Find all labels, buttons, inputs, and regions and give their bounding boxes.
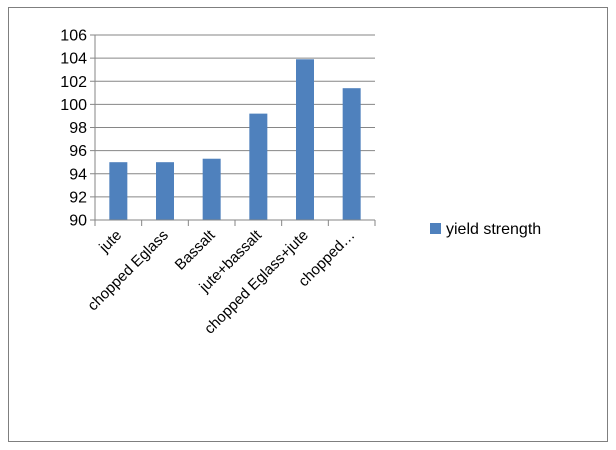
y-tick-label: 102 — [60, 74, 87, 91]
y-tick-label: 96 — [69, 143, 87, 160]
legend-swatch — [430, 223, 441, 234]
y-tick-label: 94 — [69, 166, 87, 183]
legend: yield strength — [430, 221, 541, 238]
bar — [202, 158, 221, 220]
y-tick-label: 104 — [60, 51, 87, 68]
bar — [109, 162, 128, 220]
x-tick-label: jute — [95, 227, 125, 257]
bar — [342, 88, 361, 220]
y-tick-label: 92 — [69, 189, 87, 206]
bar — [296, 59, 314, 220]
bars — [109, 59, 361, 220]
y-tick-label: 100 — [60, 97, 87, 114]
bar — [249, 113, 268, 220]
y-tick-labels: 90 92 94 96 98 100 102 104 106 — [60, 28, 87, 230]
y-tick-label: 106 — [60, 28, 87, 45]
axes — [94, 35, 376, 226]
bar — [156, 162, 174, 220]
gridlines — [90, 34, 375, 221]
y-tick-label: 98 — [69, 120, 87, 137]
x-tick-label: Bassalt — [172, 226, 219, 273]
x-tick-label: chopped Eglass — [84, 227, 172, 315]
y-tick-label: 90 — [69, 213, 87, 230]
legend-label: yield strength — [446, 221, 541, 238]
